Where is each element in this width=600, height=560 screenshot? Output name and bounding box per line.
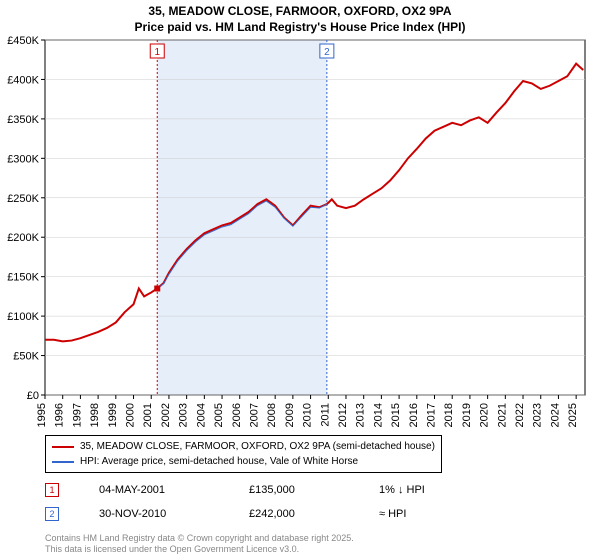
svg-text:2016: 2016 <box>408 403 420 427</box>
svg-text:2008: 2008 <box>266 403 278 427</box>
footer-attribution: Contains HM Land Registry data © Crown c… <box>45 533 354 556</box>
svg-text:2006: 2006 <box>231 403 243 427</box>
svg-text:2005: 2005 <box>213 403 225 427</box>
legend: 35, MEADOW CLOSE, FARMOOR, OXFORD, OX2 9… <box>45 435 442 473</box>
svg-text:2012: 2012 <box>337 403 349 427</box>
footer-line-1: Contains HM Land Registry data © Crown c… <box>45 533 354 543</box>
legend-swatch <box>52 461 74 463</box>
footer-line-2: This data is licensed under the Open Gov… <box>45 544 299 554</box>
svg-text:1996: 1996 <box>54 403 66 427</box>
legend-swatch <box>52 446 74 448</box>
svg-text:£200K: £200K <box>7 232 39 244</box>
sale-row: 2 30-NOV-2010 £242,000 ≈ HPI <box>45 502 590 526</box>
svg-text:1999: 1999 <box>107 403 119 427</box>
legend-item: HPI: Average price, semi-detached house,… <box>52 454 435 469</box>
sale-date: 30-NOV-2010 <box>99 508 209 520</box>
svg-text:2013: 2013 <box>355 403 367 427</box>
svg-text:2003: 2003 <box>178 403 190 427</box>
svg-text:2001: 2001 <box>142 403 154 427</box>
svg-text:2000: 2000 <box>125 403 137 427</box>
svg-text:2007: 2007 <box>248 403 260 427</box>
svg-text:2014: 2014 <box>372 403 384 427</box>
legend-label: 35, MEADOW CLOSE, FARMOOR, OXFORD, OX2 9… <box>80 441 435 452</box>
svg-text:2019: 2019 <box>461 403 473 427</box>
svg-text:£300K: £300K <box>7 153 39 165</box>
svg-text:2020: 2020 <box>479 403 491 427</box>
svg-text:1997: 1997 <box>71 403 83 427</box>
sale-row: 1 04-MAY-2001 £135,000 1% ↓ HPI <box>45 478 590 502</box>
svg-text:£0: £0 <box>27 390 39 402</box>
svg-text:2010: 2010 <box>302 403 314 427</box>
svg-text:£250K: £250K <box>7 193 39 205</box>
svg-text:2024: 2024 <box>549 403 561 427</box>
legend-label: HPI: Average price, semi-detached house,… <box>80 456 358 467</box>
svg-text:2023: 2023 <box>532 403 544 427</box>
sale-delta: 1% ↓ HPI <box>379 484 425 496</box>
svg-text:1998: 1998 <box>89 403 101 427</box>
svg-text:2015: 2015 <box>390 403 402 427</box>
sales-table: 1 04-MAY-2001 £135,000 1% ↓ HPI 2 30-NOV-2010… <box>45 478 590 526</box>
svg-text:2004: 2004 <box>195 403 207 427</box>
sale-date: 04-MAY-2001 <box>99 484 209 496</box>
svg-text:2002: 2002 <box>160 403 172 427</box>
svg-text:£50K: £50K <box>13 351 39 363</box>
svg-text:2025: 2025 <box>567 403 579 427</box>
svg-text:2017: 2017 <box>426 403 438 427</box>
svg-text:2009: 2009 <box>284 403 296 427</box>
sale-marker-icon: 2 <box>45 507 59 521</box>
svg-text:1995: 1995 <box>36 403 48 427</box>
legend-item: 35, MEADOW CLOSE, FARMOOR, OXFORD, OX2 9… <box>52 439 435 454</box>
sale-delta: ≈ HPI <box>379 508 406 520</box>
svg-text:£350K: £350K <box>7 114 39 126</box>
svg-text:£150K: £150K <box>7 272 39 284</box>
svg-text:1: 1 <box>154 47 160 58</box>
svg-text:2022: 2022 <box>514 403 526 427</box>
price-chart: £0 £50K £100K £150K £200K £250K £300K £350K £400… <box>0 0 600 430</box>
sale-marker-icon: 1 <box>45 483 59 497</box>
svg-text:£400K: £400K <box>7 74 39 86</box>
svg-text:2018: 2018 <box>443 403 455 427</box>
svg-text:2021: 2021 <box>496 403 508 427</box>
svg-text:£100K: £100K <box>7 311 39 323</box>
sale-price: £135,000 <box>249 484 339 496</box>
svg-text:2: 2 <box>324 47 330 58</box>
svg-text:£450K: £450K <box>7 35 39 47</box>
svg-text:2011: 2011 <box>319 403 331 427</box>
sale-price: £242,000 <box>249 508 339 520</box>
